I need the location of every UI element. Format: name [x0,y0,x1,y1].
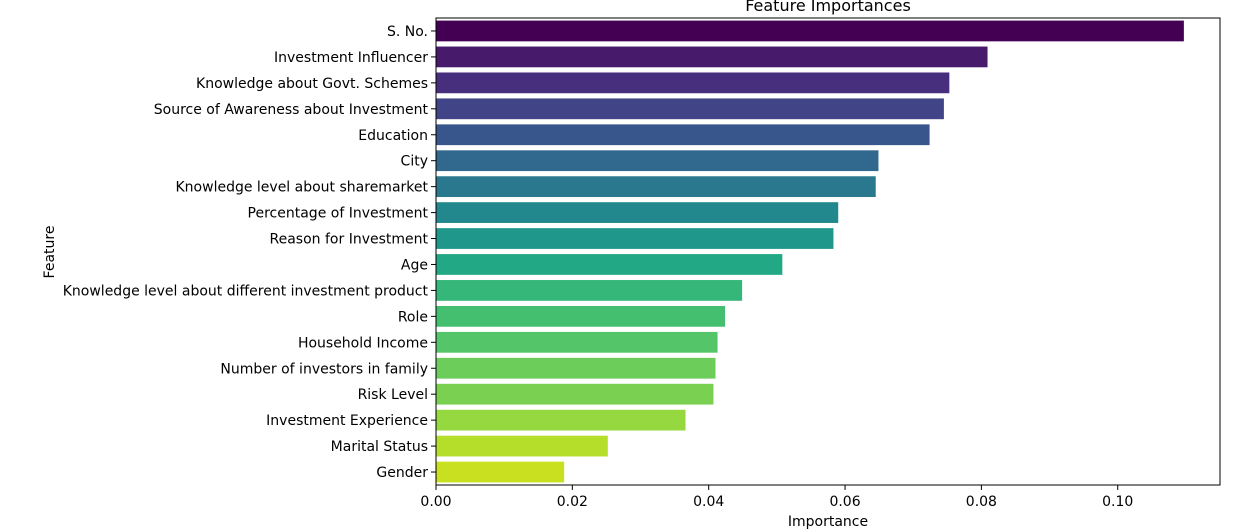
y-tick-label: Knowledge level about sharemarket [176,180,429,196]
bar [436,254,783,275]
y-tick-label: Education [358,128,428,144]
y-axis-label: Feature [42,226,58,279]
y-tick-label: Source of Awareness about Investment [154,102,429,118]
bar [436,383,714,405]
y-tick-label: S. No. [387,24,428,40]
y-tick-label: Knowledge level about different investme… [63,283,429,299]
bar [436,72,950,94]
bar [436,331,718,353]
bar [436,461,565,483]
bar [436,305,726,327]
y-tick-labels: S. No. Investment Influencer Knowledge abo… [63,24,436,481]
bars-group [436,20,1184,483]
bar [436,176,876,198]
bar [436,150,879,172]
x-tick-group: 0.00 0.02 0.04 0.06 0.08 0.10 [420,485,1133,510]
x-tick-label: 0.08 [966,494,997,510]
y-tick-label: Reason for Investment [270,232,429,248]
y-tick-label: Knowledge about Govt. Schemes [196,76,428,92]
y-tick-label: Investment Influencer [274,50,428,66]
chart-title: Feature Importances [745,0,911,15]
y-tick-label: Role [398,309,428,325]
bar [436,124,930,146]
bar [436,409,686,431]
y-tick-label: Gender [376,465,428,481]
y-tick-label: Percentage of Investment [248,206,429,222]
x-tick-label: 0.00 [420,494,451,510]
x-tick-label: 0.06 [829,494,860,510]
y-tick-label: Investment Experience [266,413,428,429]
y-tick-label: City [401,154,428,170]
y-tick-label: Number of investors in family [220,361,428,377]
bar [436,20,1184,42]
bar [436,98,944,120]
x-axis-label: Importance [788,514,868,530]
bar [436,202,839,223]
bar [436,280,743,301]
x-tick-label: 0.04 [693,494,724,510]
bar [436,357,716,379]
bar [436,435,608,457]
x-tick-label: 0.10 [1102,494,1133,510]
plot-frame [435,17,1221,486]
bar [436,228,834,249]
y-tick-label: Household Income [298,335,428,351]
x-tick-label: 0.02 [557,494,588,510]
bar [436,46,988,68]
y-tick-label: Marital Status [331,439,428,455]
y-tick-label: Risk Level [358,387,428,403]
y-tick-label: Age [401,257,428,273]
